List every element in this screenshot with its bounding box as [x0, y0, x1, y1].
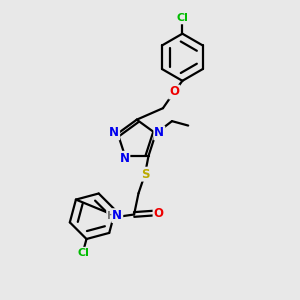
Text: H: H — [107, 211, 116, 221]
Text: Cl: Cl — [77, 248, 89, 258]
Text: N: N — [112, 209, 122, 222]
Text: O: O — [169, 85, 179, 98]
Text: N: N — [119, 152, 129, 165]
Text: N: N — [154, 126, 164, 140]
Text: N: N — [109, 126, 119, 140]
Text: O: O — [154, 206, 164, 220]
Text: S: S — [141, 168, 149, 181]
Text: Cl: Cl — [176, 14, 188, 23]
